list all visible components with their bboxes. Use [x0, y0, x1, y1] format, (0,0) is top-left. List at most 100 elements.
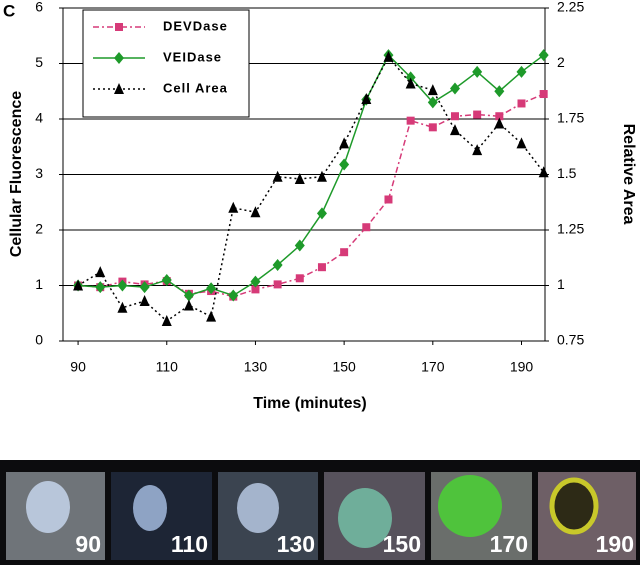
marker [317, 263, 326, 272]
marker [139, 295, 150, 307]
marker [427, 96, 438, 109]
image-label: 190 [596, 531, 634, 557]
marker [228, 289, 239, 302]
image-label: 110 [171, 531, 208, 557]
marker [450, 112, 459, 121]
marker [472, 65, 483, 78]
marker [115, 23, 123, 31]
marker [384, 195, 393, 204]
legend-box [82, 9, 250, 118]
marker [538, 49, 549, 62]
y-tick-label: 0 [35, 332, 43, 348]
marker [316, 207, 327, 220]
marker [161, 273, 172, 286]
cell [237, 483, 279, 533]
x-tick-label: 170 [421, 359, 445, 375]
image-label: 130 [277, 531, 315, 557]
y2-tick-label: 0.75 [557, 332, 584, 348]
marker [114, 83, 124, 94]
series-line [78, 53, 545, 297]
marker [428, 123, 437, 132]
cell [438, 475, 502, 537]
marker [449, 82, 460, 95]
x-tick-label: 130 [244, 359, 268, 375]
marker [516, 137, 527, 149]
marker [250, 275, 261, 288]
image-label: 170 [490, 531, 528, 557]
marker [340, 248, 349, 257]
y-tick-label: 6 [35, 0, 43, 15]
marker [117, 301, 128, 313]
y2-tick-label: 1.75 [557, 110, 584, 126]
x-tick-label: 190 [510, 359, 534, 375]
marker [206, 310, 217, 322]
y2-tick-label: 1.5 [557, 165, 577, 181]
marker [95, 281, 106, 294]
marker [183, 299, 194, 311]
x-tick-label: 90 [70, 359, 86, 375]
cell [549, 477, 599, 535]
marker [251, 285, 260, 294]
marker [449, 124, 460, 136]
marker [472, 144, 483, 156]
marker [494, 85, 505, 98]
image-strip [0, 460, 640, 565]
y2-tick-label: 1.25 [557, 221, 584, 237]
image-label: 150 [383, 531, 421, 557]
marker [183, 289, 194, 302]
y2-axis-label: Relative Area [620, 124, 637, 225]
y-tick-label: 1 [35, 276, 43, 292]
cell [133, 485, 167, 531]
marker [383, 50, 394, 62]
marker [494, 117, 505, 129]
marker [427, 84, 438, 96]
marker [295, 274, 304, 283]
marker [250, 206, 261, 218]
legend-label: Cell Area [163, 80, 228, 95]
marker [228, 201, 239, 213]
series-line [78, 93, 544, 298]
x-axis-label: Time (minutes) [253, 395, 367, 412]
marker [406, 116, 415, 125]
marker [272, 258, 283, 271]
x-tick-label: 110 [156, 359, 179, 375]
marker [272, 170, 283, 182]
y-tick-label: 5 [35, 54, 43, 70]
marker [73, 279, 84, 291]
y-tick-label: 4 [35, 110, 43, 126]
legend-label: DEVDase [163, 18, 228, 33]
marker [161, 315, 172, 327]
marker [206, 282, 217, 295]
marker [273, 280, 282, 289]
marker [516, 65, 527, 78]
marker [361, 93, 372, 105]
legend-label: VEIDase [163, 49, 222, 64]
marker [495, 112, 504, 121]
x-tick-label: 150 [332, 359, 356, 375]
cell [338, 488, 392, 548]
y2-tick-label: 2.25 [557, 0, 584, 15]
marker [339, 137, 350, 149]
marker [114, 52, 124, 64]
y-axis-label: Cellular Fluorescence [8, 91, 25, 257]
cell [26, 481, 70, 533]
marker [294, 239, 305, 252]
marker [95, 266, 106, 278]
marker [538, 166, 549, 178]
marker [517, 99, 526, 108]
marker [316, 170, 327, 182]
marker [139, 281, 150, 294]
marker [117, 279, 128, 292]
y2-tick-label: 1 [557, 276, 565, 292]
marker [339, 158, 350, 171]
series-line [77, 55, 545, 322]
y-tick-label: 3 [35, 165, 43, 181]
panel-label: C [3, 1, 15, 20]
y-tick-label: 2 [35, 221, 43, 237]
marker [539, 90, 548, 99]
marker [362, 223, 371, 232]
y2-tick-label: 2 [557, 54, 565, 70]
marker [473, 110, 482, 119]
image-label: 90 [75, 531, 101, 557]
